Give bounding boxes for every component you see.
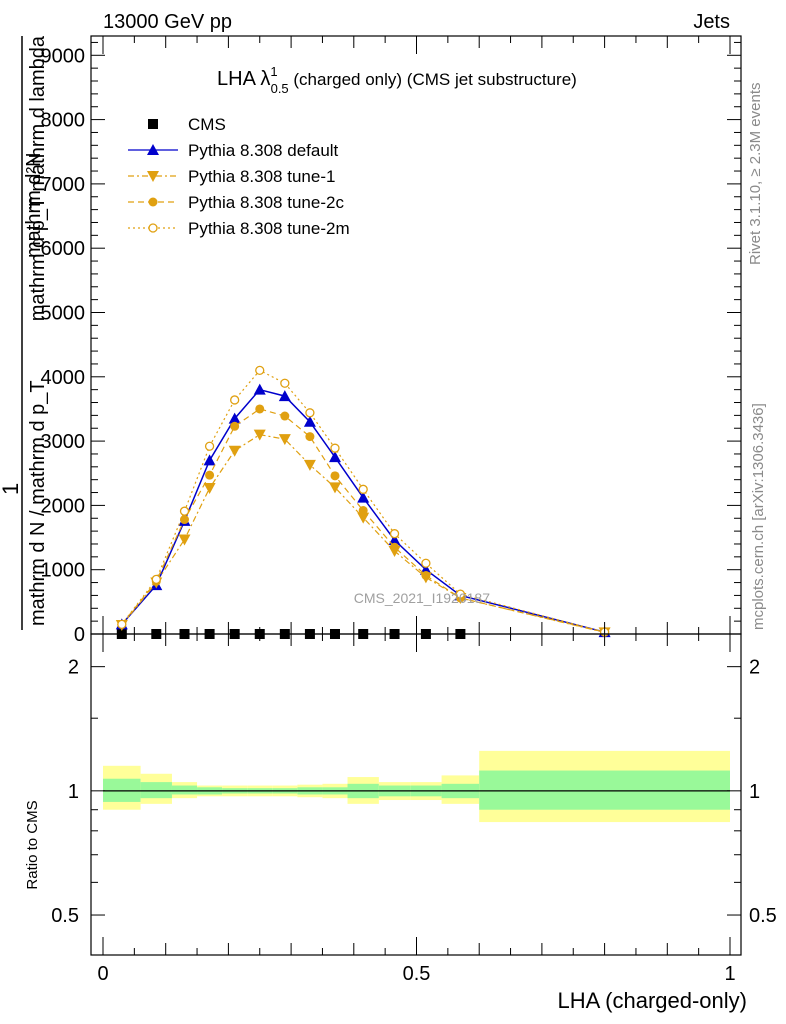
- y-tick-label: 1000: [41, 560, 86, 582]
- tune2m-point: [330, 443, 340, 453]
- tune2m-point: [455, 589, 466, 599]
- tune2c-point: [305, 432, 315, 442]
- legend-label-tune2c: Pythia 8.308 tune-2c: [188, 193, 344, 212]
- tune2m-point: [255, 365, 265, 376]
- x-tick-label: 0.5: [403, 963, 431, 985]
- x-tick-label: 0: [97, 963, 108, 985]
- legend-marker-tune2m: [148, 223, 158, 233]
- default-point: [357, 491, 370, 503]
- legend-label-cms: CMS: [188, 115, 226, 134]
- tune2c-point: [280, 411, 290, 421]
- main-plot-axes: 0 1000 2000 3000 4000 5000 6000 7000 8000 9000: [41, 35, 742, 646]
- y-axis-title-bottom: 1: [0, 483, 23, 495]
- ratio-y-axis-title: Ratio to CMS: [24, 800, 41, 889]
- default-point: [203, 454, 216, 466]
- y-tick-label: 8000: [41, 110, 86, 132]
- tune2c-point: [230, 421, 240, 431]
- tune2m-point: [280, 378, 290, 388]
- tune2m-point: [179, 506, 190, 516]
- plot-title-main: LHA λ: [217, 68, 270, 90]
- y-axis-title-top: mathrm d²N: [23, 152, 45, 258]
- tune2m-point: [204, 441, 215, 451]
- ratio-inner-band-bin: [140, 782, 172, 799]
- tune2m-point: [389, 529, 400, 539]
- tune2c-point: [358, 506, 368, 516]
- y-tick-label: 7000: [41, 174, 86, 196]
- plot-title-sup: 1: [270, 64, 277, 79]
- legend-label-tune1: Pythia 8.308 tune-1: [188, 167, 335, 186]
- tune2m-point: [151, 574, 161, 584]
- legend-label-tune2m: Pythia 8.308 tune-2m: [188, 219, 350, 238]
- tune2m-point: [305, 408, 315, 418]
- legend-label-default: Pythia 8.308 default: [188, 141, 339, 160]
- legend-marker-tune1: [147, 171, 159, 182]
- ratio-inner-band-bin: [171, 785, 198, 795]
- ratio-y-tick-label-right: 2: [749, 657, 760, 679]
- tune1-point: [228, 445, 241, 457]
- tune1-point: [278, 434, 291, 446]
- legend: CMS Pythia 8.308 default Pythia 8.308 tune…: [128, 115, 350, 238]
- plot-title-rest: (charged only) (CMS jet substructure): [289, 70, 577, 89]
- header-process: 13000 GeV pp: [103, 11, 232, 33]
- tune1-point: [178, 534, 191, 546]
- tune2c-point: [205, 470, 215, 480]
- default-point: [388, 534, 401, 546]
- ratio-y-tick-label: 1: [68, 781, 79, 803]
- ratio-y-tick-label: 2: [68, 657, 79, 679]
- tune2c-point: [390, 542, 400, 552]
- analysis-watermark: CMS_2021_I1920187: [354, 590, 490, 606]
- ratio-inner-band-bin: [479, 770, 730, 810]
- rivet-version-label: Rivet 3.1.10, ≥ 2.3M events: [747, 83, 764, 266]
- header-category: Jets: [693, 11, 730, 33]
- tune2c-point: [255, 404, 265, 414]
- tune2c-point: [180, 515, 190, 525]
- x-axis-title: LHA (charged-only): [557, 988, 747, 1013]
- tune1-point: [328, 482, 341, 494]
- tune1-point: [203, 483, 216, 495]
- ratio-y-tick-label: 0.5: [51, 905, 79, 927]
- x-tick-label: 1: [724, 963, 735, 985]
- y-tick-label: 3000: [41, 431, 86, 453]
- y-axis-title: mathrm d²N mathrm d p_T mathrm d lambda …: [0, 35, 49, 630]
- ratio-band-layer: [103, 750, 730, 823]
- default-point: [303, 415, 316, 427]
- y-tick-label: 2000: [41, 495, 86, 517]
- tune2m-point: [117, 619, 127, 630]
- y-axis-title-top2: mathrm d p_T mathrm d lambda: [27, 35, 49, 321]
- plot-title: LHA λ1 0.5 (charged only) (CMS jet substr…: [217, 64, 577, 96]
- tune2c-point: [330, 471, 340, 481]
- default-point: [278, 390, 291, 402]
- plot-title-sub: 0.5: [271, 81, 289, 96]
- tune1-line: [121, 434, 605, 633]
- ratio-y-tick-label-right: 1: [749, 781, 760, 803]
- y-tick-label: 9000: [41, 45, 86, 67]
- tune1-point: [357, 512, 370, 524]
- tune1-point: [303, 459, 316, 471]
- ratio-plot-axes: 0 0.5 1 0.5 0.5 1 1 2 2: [51, 633, 777, 985]
- tune2m-point: [421, 558, 431, 568]
- ratio-y-tick-label-right: 0.5: [749, 905, 777, 927]
- main-series-layer: [115, 365, 611, 639]
- tune2m-point: [358, 484, 368, 494]
- tune2m-point: [230, 395, 240, 405]
- y-tick-label: 4000: [41, 367, 86, 389]
- legend-marker-tune2c: [148, 197, 158, 207]
- tune1-point: [253, 429, 266, 441]
- y-axis-title-bottom2: mathrm d N / mathrm d p_T: [27, 380, 49, 626]
- default-point: [419, 563, 432, 575]
- default-point: [253, 383, 266, 395]
- mcplots-label: mcplots.cern.ch [arXiv:1306.3436]: [750, 403, 767, 630]
- tune2m-line: [121, 369, 605, 633]
- y-tick-label: 5000: [41, 302, 86, 324]
- tune2c-point: [421, 570, 431, 580]
- y-tick-label: 6000: [41, 238, 86, 260]
- default-point: [228, 412, 241, 424]
- legend-marker-default: [147, 144, 159, 155]
- legend-marker-cms: [148, 119, 158, 129]
- y-tick-label: 0: [74, 624, 85, 646]
- default-point: [328, 451, 341, 463]
